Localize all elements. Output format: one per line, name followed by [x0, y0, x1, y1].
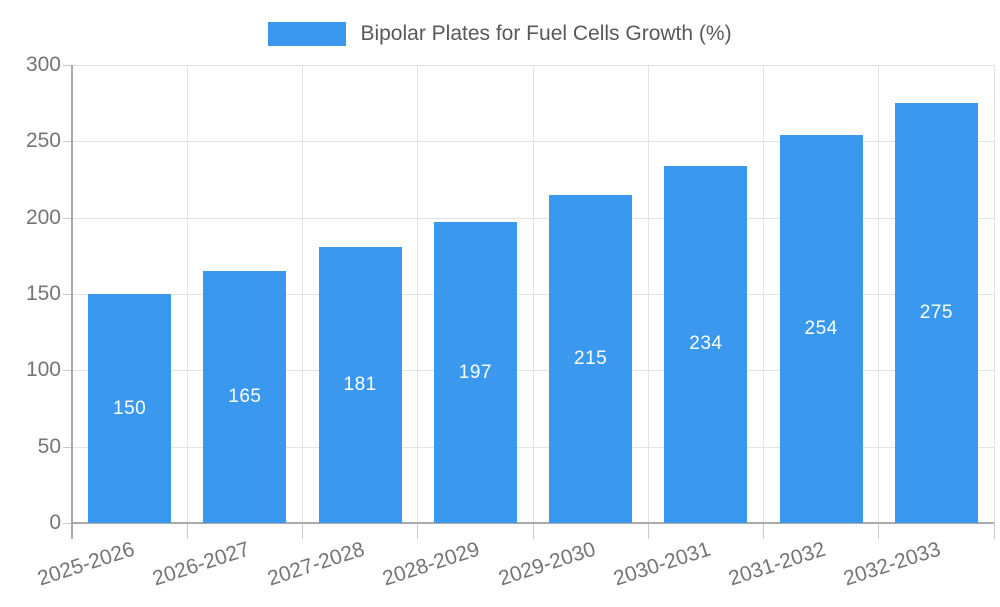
- y-tick-label: 0: [49, 511, 61, 534]
- x-tick-mark: [417, 523, 419, 539]
- bar-value-label: 150: [113, 397, 147, 419]
- x-tick-mark: [993, 523, 995, 539]
- x-tick-mark: [302, 523, 303, 539]
- x-axis-line: [72, 522, 994, 524]
- y-tick-label: 250: [25, 129, 61, 153]
- legend-item[interactable]: Bipolar Plates for Fuel Cells Growth (%): [268, 22, 732, 46]
- y-axis-line: [71, 65, 73, 539]
- bar-2025-2026[interactable]: 150: [88, 294, 172, 523]
- y-tick-label: 50: [37, 434, 61, 458]
- gridline-v: [878, 65, 880, 523]
- y-tick-label: 100: [25, 358, 61, 382]
- gridline-v: [993, 65, 995, 523]
- x-tick-mark: [532, 523, 534, 539]
- y-tick-mark: [63, 370, 72, 372]
- x-tick-mark: [186, 523, 188, 539]
- bar-2030-2031[interactable]: 234: [664, 165, 748, 523]
- legend-swatch-icon[interactable]: [268, 22, 347, 46]
- bar-value-label: 234: [689, 333, 723, 355]
- y-tick-mark: [63, 294, 72, 295]
- bar-value-label: 197: [458, 361, 492, 383]
- y-tick-mark: [63, 217, 72, 219]
- gridline-v: [302, 65, 303, 523]
- y-tick-label: 300: [25, 53, 61, 76]
- gridline-v: [647, 65, 649, 523]
- y-tick-mark: [63, 446, 72, 448]
- bar-2028-2029[interactable]: 197: [433, 222, 517, 523]
- y-tick-label: 150: [25, 282, 61, 305]
- bar-2027-2028[interactable]: 181: [318, 246, 402, 523]
- gridline-v: [186, 65, 188, 523]
- bar-value-label: 165: [228, 386, 262, 408]
- bar-value-label: 215: [574, 347, 608, 369]
- gridline-v: [532, 65, 534, 523]
- y-tick-mark: [63, 523, 72, 524]
- bar-value-label: 254: [804, 318, 838, 340]
- gridline-v: [763, 65, 764, 523]
- x-tick-mark: [647, 523, 649, 539]
- y-tick-mark: [63, 141, 72, 143]
- bar-2032-2033[interactable]: 275: [894, 103, 978, 523]
- legend-label: Bipolar Plates for Fuel Cells Growth (%): [360, 22, 732, 45]
- bar-2026-2027[interactable]: 165: [203, 271, 287, 523]
- bar-value-label: 275: [919, 302, 953, 324]
- bar-value-label: 181: [343, 373, 377, 395]
- bar-2031-2032[interactable]: 254: [779, 135, 863, 523]
- y-tick-label: 200: [25, 205, 61, 229]
- gridline-v: [417, 65, 419, 523]
- y-tick-mark: [63, 65, 72, 66]
- legend: Bipolar Plates for Fuel Cells Growth (%): [0, 22, 1000, 46]
- x-tick-mark: [763, 523, 764, 539]
- x-tick-mark: [878, 523, 880, 539]
- bar-2029-2030[interactable]: 215: [549, 194, 633, 523]
